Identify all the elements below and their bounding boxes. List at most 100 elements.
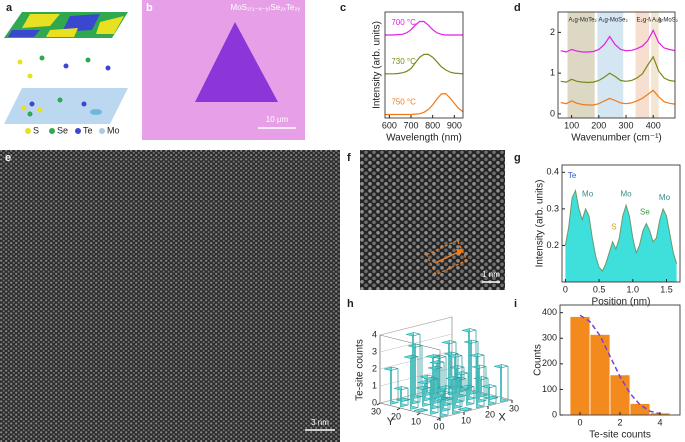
x-tick-label: 0: [439, 421, 444, 431]
x-tick-label: 1.0: [627, 284, 640, 294]
y-tick: [416, 412, 421, 416]
y-tick: [436, 417, 441, 421]
annotation: Mo: [659, 193, 671, 202]
z-tick-label: 3: [372, 346, 377, 356]
x-tick-label: 4: [657, 417, 662, 427]
region: [597, 12, 624, 118]
annotation: Mo: [620, 189, 632, 198]
panel-label: d: [514, 2, 521, 14]
z-tick-label: 2: [372, 363, 377, 373]
annotation: S: [611, 222, 616, 231]
line: [560, 55, 676, 84]
region: [567, 12, 595, 118]
series-label: 750 °C: [391, 98, 416, 107]
bar-3d: [445, 376, 461, 415]
y-tick: [376, 402, 381, 406]
x-tick-label: 0.5: [593, 284, 606, 294]
region-label: A₁g-MoSe₂: [598, 18, 628, 24]
x-tick-label: 600: [382, 120, 397, 130]
y-tick-label: 0: [550, 108, 555, 118]
stem-image: [360, 150, 505, 290]
y-axis-label: Intensity (arb. units): [535, 180, 546, 268]
z-tick-label: 0: [372, 397, 377, 407]
x-tick-label: 100: [564, 120, 579, 130]
x-tick-label: 0: [577, 417, 582, 427]
x-axis-label: Wavelength (nm): [386, 133, 462, 144]
y-tick-label: 400: [542, 307, 557, 317]
y-tick-label: 0.4: [546, 167, 559, 177]
bar: [569, 316, 591, 416]
legend-label: S: [33, 125, 39, 135]
line: [560, 28, 676, 53]
line: [560, 89, 676, 106]
bar-3d: [407, 343, 423, 399]
scale-bar-label: 1 nm: [482, 270, 500, 279]
y-tick-label: 20: [391, 411, 401, 421]
panel-label: i: [514, 298, 517, 310]
plot-frame: [561, 164, 681, 283]
y-tick: [396, 407, 401, 411]
bar-3d: [383, 366, 399, 405]
legend-label: Mo: [107, 125, 120, 135]
bar-3d: [481, 384, 497, 406]
bar-3d: [403, 354, 419, 410]
line: [385, 92, 464, 116]
panel-label: h: [347, 298, 354, 310]
plot-frame: [557, 11, 676, 119]
bar-3d: [471, 364, 487, 403]
z-tick-label: 1: [372, 380, 377, 390]
line-profile-box: [425, 239, 468, 276]
y-tick-label: 0.2: [546, 240, 559, 250]
bar-3d: [423, 376, 439, 415]
y-tick-label: 200: [542, 358, 557, 368]
fit-line: [579, 314, 661, 415]
bar-3d: [393, 386, 409, 408]
bar-3d: [461, 328, 477, 401]
bar-3d: [447, 353, 463, 409]
x-tick-label: 900: [447, 120, 462, 130]
bar-3d: [463, 339, 479, 395]
x-tick-label: 30: [509, 403, 519, 413]
region-label: E₂g-MoS₂: [637, 18, 664, 24]
y-tick-label: 2: [550, 27, 555, 37]
y-tick-label: 0: [552, 409, 557, 419]
x-axis-label: Position (nm): [592, 297, 651, 308]
x-tick-label: 10: [461, 415, 471, 425]
y-axis-label: Y: [387, 416, 395, 428]
y-axis-label: Intensity (arb. units): [372, 21, 383, 109]
y-tick-label: 1: [550, 68, 555, 78]
panel-label: c: [340, 2, 346, 14]
x-tick-label: 0: [563, 284, 568, 294]
formula: MoS₂₍₁₋ₓ₋ᵧ₎Se₂ₓTe₂ᵧ: [231, 3, 301, 12]
y-axis-label: Counts: [533, 344, 544, 376]
bar: [589, 334, 611, 416]
panel-a-illustration: [4, 12, 128, 124]
annotation: Mo: [582, 189, 594, 198]
x-tick-label: 700: [403, 120, 418, 130]
bar: [629, 403, 651, 416]
region: [651, 12, 659, 118]
panel-label: b: [146, 2, 153, 14]
legend-label: Se: [57, 125, 68, 135]
annotation: Te: [568, 171, 577, 180]
x-tick-label: 20: [485, 409, 495, 419]
bar-3d: [433, 396, 449, 418]
legend-label: Te: [83, 125, 93, 135]
bar-3d: [493, 364, 509, 403]
bar-3d: [469, 353, 485, 409]
panel-label: g: [514, 152, 521, 164]
x-axis-label: Wavenumber (cm⁻¹): [571, 133, 661, 144]
x-tick-label: 400: [646, 120, 661, 130]
line: [385, 20, 463, 36]
x-axis-label: X: [498, 411, 506, 423]
panel-label: e: [5, 152, 11, 164]
x-axis-label: Te-site counts: [589, 430, 651, 441]
bar-3d: [441, 340, 457, 396]
y-tick-label: 30: [371, 406, 381, 416]
x-tick-label: 300: [619, 120, 634, 130]
bar-3d: [405, 332, 421, 405]
y-tick-label: 100: [542, 384, 557, 394]
z-tick: [379, 333, 453, 353]
plot-frame: [384, 11, 464, 119]
